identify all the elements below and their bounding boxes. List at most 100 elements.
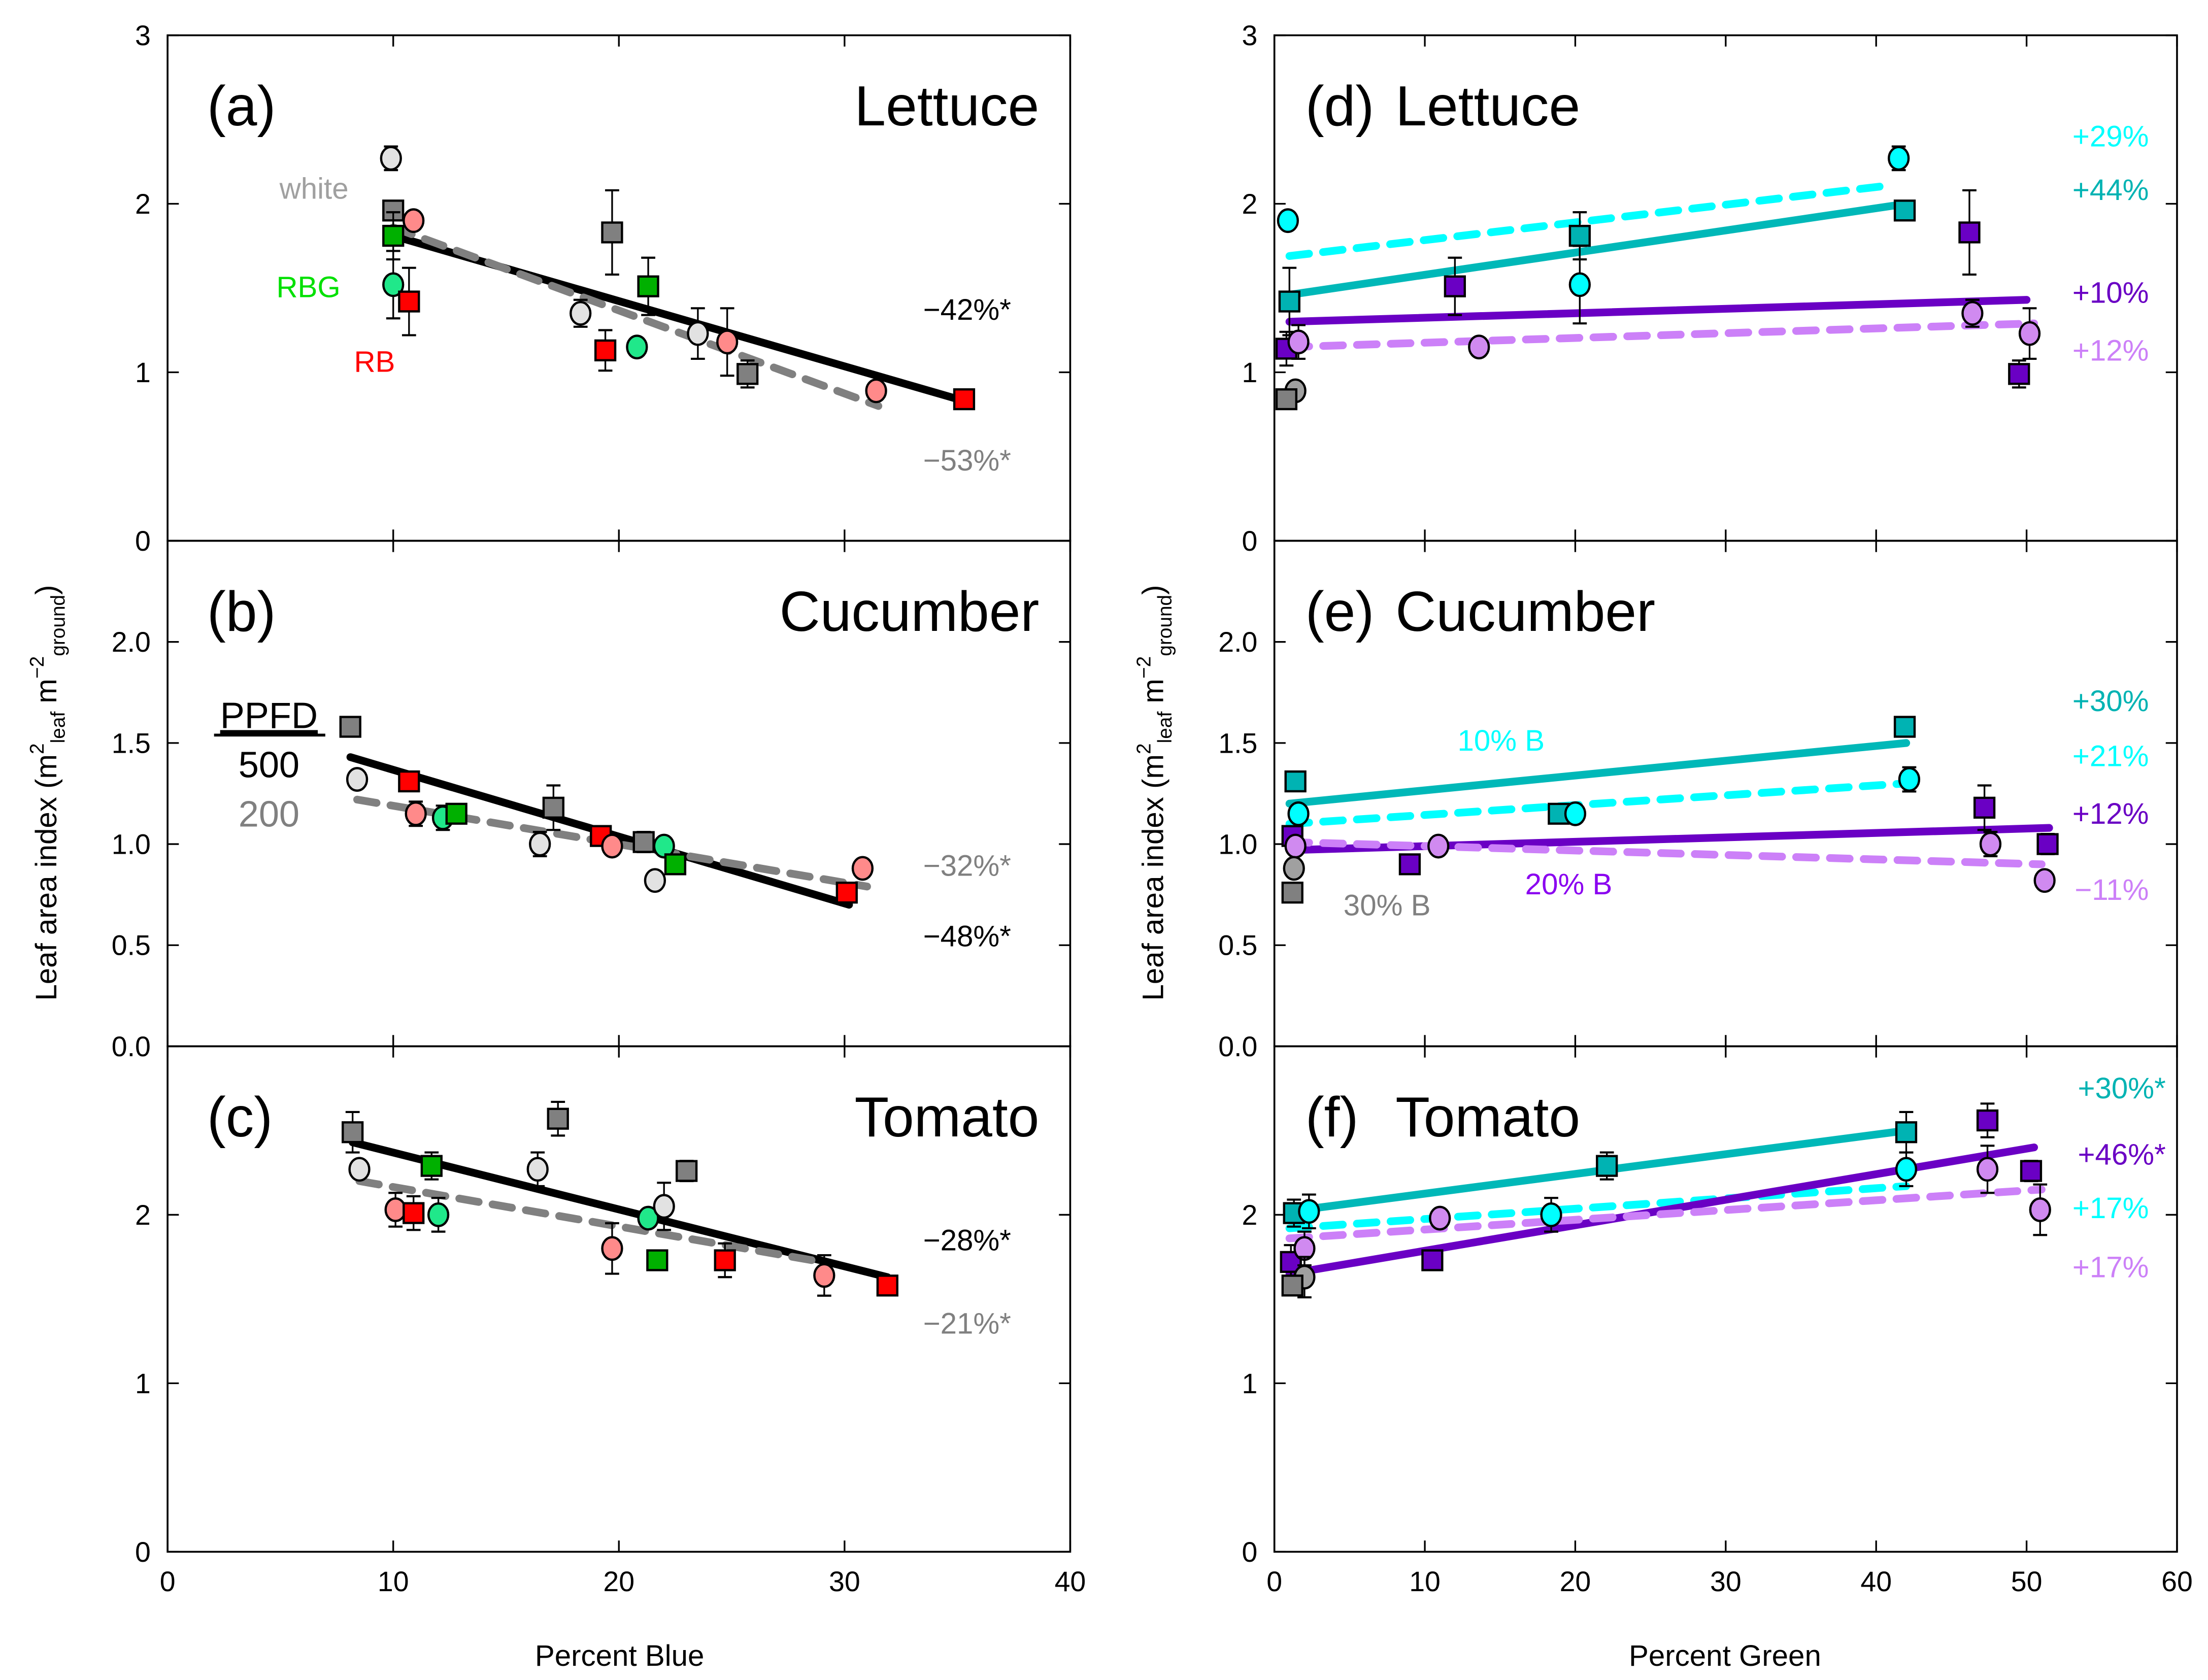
data-point-RB500	[835, 882, 858, 904]
annotation-label: +17%	[2072, 1251, 2149, 1284]
x-tick-label: 30	[1710, 1566, 1742, 1597]
data-point-B20_500	[1958, 221, 1981, 244]
y-tick-label: 2.0	[1218, 626, 1257, 658]
data-point-B30_500	[1275, 388, 1298, 411]
y-tick-label: 1	[135, 357, 151, 388]
annotation-label: +46%*	[2078, 1138, 2165, 1171]
regression-line-teal	[1285, 739, 1911, 808]
data-point-white500	[542, 796, 564, 819]
data-point-RB500	[594, 339, 617, 361]
data-point-RBG500	[646, 1249, 668, 1271]
data-point-B20_200	[1961, 300, 1984, 326]
data-point-B30_500	[1281, 1274, 1303, 1297]
x-tick-label: 40	[1055, 1566, 1086, 1597]
panel-label: (c)	[207, 1086, 273, 1149]
data-point-white200	[644, 868, 666, 893]
data-point-B20_200	[1287, 329, 1310, 355]
x-tick-label: 10	[378, 1566, 409, 1597]
regression-line-gray-dashed	[355, 1177, 826, 1266]
data-point-B20_200	[1979, 831, 2002, 857]
data-point-B30_500	[1281, 882, 1303, 904]
y-tick-label: 1.5	[112, 727, 151, 759]
data-point-B20_500	[1976, 1109, 1999, 1132]
data-point-RB200	[851, 856, 874, 881]
panel-title: Cucumber	[1395, 580, 1655, 643]
legend-item-200: 200	[239, 794, 299, 835]
x-tick-label: 10	[1409, 1566, 1441, 1597]
regression-line-purple	[1285, 296, 2031, 326]
y-tick-label: 3	[1242, 20, 1258, 51]
x-axis-label-right: Percent Green	[1629, 1639, 1821, 1672]
annotation-label: 30% B	[1344, 889, 1431, 922]
panel-label: (b)	[207, 580, 276, 643]
x-tick-label: 60	[2161, 1566, 2193, 1597]
data-point-B10_200	[1898, 767, 1921, 792]
data-point-B30_200	[1283, 856, 1305, 881]
regression-line-gray-dashed	[389, 223, 883, 410]
data-point-B20_200	[2018, 321, 2041, 346]
data-point-B10_500	[1893, 199, 1916, 222]
panel-title: Cucumber	[780, 580, 1040, 643]
legend-title: PPFD	[220, 695, 318, 736]
data-point-RB200	[403, 208, 425, 233]
y-tick-label: 0.0	[112, 1031, 151, 1062]
annotation-label: −11%	[2075, 873, 2149, 906]
data-point-B20_500	[1973, 796, 1996, 819]
x-tick-label: 0	[1266, 1566, 1282, 1597]
panel-title: Lettuce	[854, 75, 1039, 138]
panel-label: (d)	[1306, 75, 1375, 138]
annotation-label: +44%	[2072, 174, 2149, 207]
annotation-label: −42%*	[923, 293, 1011, 326]
panel-title: Tomato	[855, 1086, 1040, 1149]
panel-title: Lettuce	[1395, 75, 1580, 138]
data-point-RBG500	[445, 802, 467, 825]
data-point-B10_500	[1278, 290, 1300, 313]
y-tick-label: 2	[135, 188, 151, 220]
y-tick-label: 3	[135, 20, 151, 51]
y-tick-label: 0	[1242, 525, 1258, 557]
y-axis-label-right: Leaf area index (m2leaf m−2ground)	[1133, 585, 1177, 1000]
chart-marks: 0 1 2 3 (a) Lettuce white RBG RB −42%* −53%* 0.0 0.5…	[112, 20, 2193, 1597]
data-point-RB500	[876, 1274, 898, 1297]
data-point-B10_200	[1888, 146, 1910, 171]
data-point-B20_500	[1444, 275, 1466, 297]
annotation-label: +29%	[2072, 120, 2149, 153]
panel-b: 0.0 0.5 1.0 1.5 2.0 (b) Cucumber −32%* −48%* PPFD…	[112, 540, 1072, 1062]
regression-line-purple	[1285, 824, 2053, 854]
y-tick-label: 1.0	[112, 828, 151, 860]
data-point-B20_500	[1421, 1249, 1444, 1271]
data-point-RBG500	[664, 853, 687, 876]
data-point-RBG200	[427, 1202, 450, 1227]
x-tick-label: 20	[603, 1566, 634, 1597]
data-point-B10_200	[1298, 1199, 1320, 1224]
annotation-label: 10% B	[1458, 724, 1545, 757]
data-point-RBG200	[653, 833, 675, 859]
data-point-B20_500	[1398, 853, 1421, 876]
y-tick-label: 2.0	[112, 626, 151, 658]
regression-line-cyan-dashed	[1285, 779, 1911, 828]
data-point-B20_200	[2029, 1197, 2051, 1222]
regression-line-teal	[1285, 199, 1911, 299]
data-point-B10_200	[1568, 272, 1591, 297]
data-point-RBG500	[420, 1155, 443, 1177]
x-tick-label: 40	[1860, 1566, 1892, 1597]
x-tick-label: 20	[1560, 1566, 1591, 1597]
data-point-white200	[529, 831, 551, 857]
data-point-B10_200	[1287, 801, 1310, 826]
data-point-RBG200	[637, 1205, 659, 1231]
data-point-RB500	[953, 388, 976, 411]
annotation-label: −28%*	[923, 1224, 1011, 1257]
data-point-RB200	[865, 378, 887, 404]
annotation-label: +17%	[2072, 1192, 2149, 1225]
data-point-B20_500	[2036, 833, 2059, 855]
data-point-white200	[570, 300, 592, 326]
y-tick-label: 0.0	[1218, 1031, 1257, 1062]
data-point-white500	[601, 221, 623, 244]
y-tick-label: 2	[135, 1199, 151, 1231]
data-point-white200	[687, 321, 709, 346]
y-tick-label: 1	[135, 1368, 151, 1399]
data-point-white500	[676, 1160, 698, 1182]
